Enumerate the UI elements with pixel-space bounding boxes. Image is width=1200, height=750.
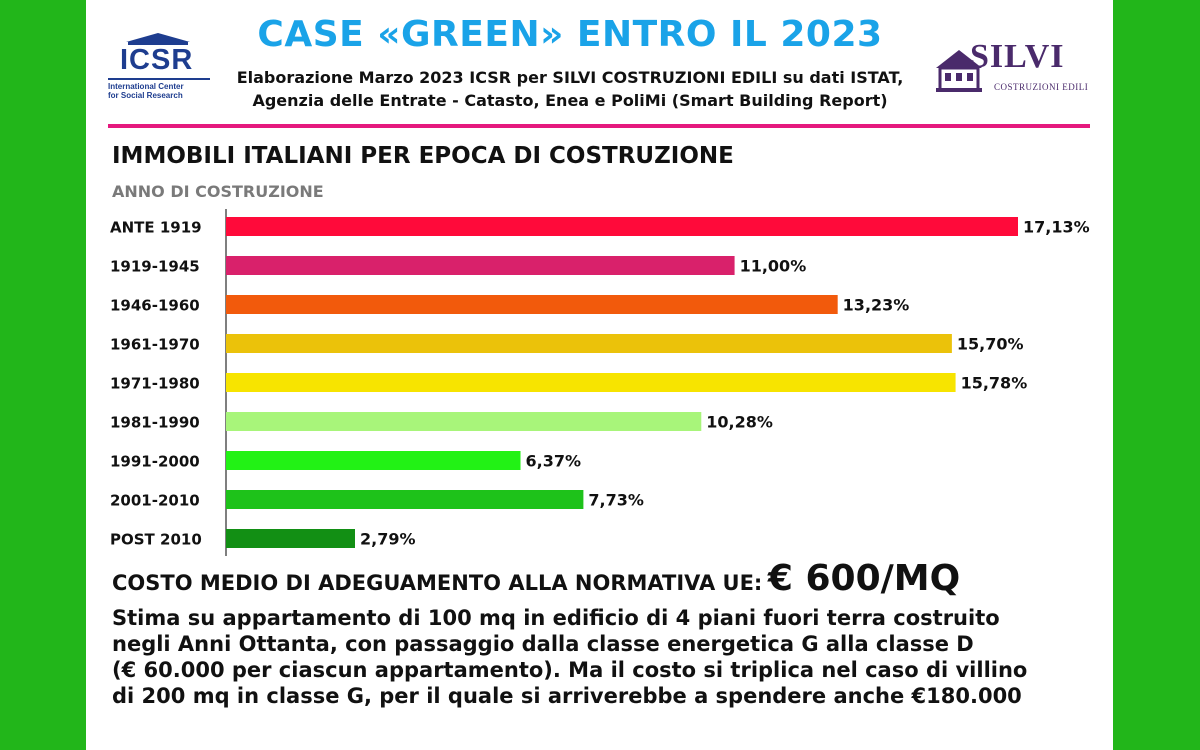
bar (226, 529, 355, 548)
category-label: 1919-1945 (110, 258, 200, 276)
bar (226, 490, 584, 509)
category-label: POST 2010 (110, 531, 202, 549)
icsr-logo-caption: International Center for Social Research (108, 82, 212, 100)
value-label: 11,00% (740, 257, 807, 276)
header-divider (108, 124, 1090, 128)
value-label: 6,37% (526, 452, 582, 471)
house-icon (936, 50, 982, 92)
category-label: 1971-1980 (110, 375, 200, 393)
subtitle-line-1: Elaborazione Marzo 2023 ICSR per SILVI C… (236, 68, 904, 87)
category-label: 1946-1960 (110, 297, 200, 315)
value-label: 10,28% (706, 413, 773, 432)
silvi-logo: SILVI COSTRUZIONI EDILI (930, 32, 1100, 104)
subtitle-line-2: Agenzia delle Entrate - Catasto, Enea e … (252, 91, 888, 110)
value-label: 17,13% (1023, 218, 1090, 237)
value-label: 13,23% (843, 296, 910, 315)
bar (226, 334, 952, 353)
value-label: 15,78% (961, 374, 1028, 393)
value-label: 7,73% (588, 491, 644, 510)
icsr-logo-rule (108, 78, 210, 80)
value-label: 15,70% (957, 335, 1024, 354)
category-label: 1961-1970 (110, 336, 200, 354)
bar (226, 217, 1018, 236)
page-title: CASE «GREEN» ENTRO IL 2023 (257, 14, 883, 55)
category-label: 2001-2010 (110, 492, 200, 510)
y-axis-title: ANNO DI COSTRUZIONE (112, 182, 324, 201)
icsr-caption-line1: International Center (108, 82, 184, 91)
bar (226, 412, 702, 431)
bar (226, 373, 956, 392)
bar (226, 295, 838, 314)
icsr-logo-mark: ICSR (120, 44, 194, 76)
chart-title: IMMOBILI ITALIANI PER EPOCA DI COSTRUZIO… (112, 143, 734, 169)
building-icon (126, 33, 190, 45)
cost-lead: COSTO MEDIO DI ADEGUAMENTO ALLA NORMATIV… (112, 571, 763, 595)
explanation-line-4: di 200 mq in classe G, per il quale si a… (112, 684, 1022, 708)
bar (226, 451, 521, 470)
category-label: 1981-1990 (110, 414, 200, 432)
silvi-logo-tagline: COSTRUZIONI EDILI (994, 82, 1089, 92)
bar (226, 256, 735, 275)
cost-value: € 600/MQ (767, 558, 961, 599)
icsr-caption-line2: for Social Research (108, 91, 183, 100)
explanation-line-3: (€ 60.000 per ciascun appartamento). Ma … (112, 658, 1028, 682)
cost-explanation: Stima su appartamento di 100 mq in edifi… (112, 605, 1102, 709)
category-label: 1991-2000 (110, 453, 200, 471)
value-label: 2,79% (360, 530, 416, 549)
explanation-line-1: Stima su appartamento di 100 mq in edifi… (112, 606, 1000, 630)
silvi-logo-mark: SILVI (970, 38, 1065, 75)
cost-line: COSTO MEDIO DI ADEGUAMENTO ALLA NORMATIV… (112, 558, 960, 599)
page-subtitle: Elaborazione Marzo 2023 ICSR per SILVI C… (150, 66, 990, 112)
explanation-line-2: negli Anni Ottanta, con passaggio dalla … (112, 632, 974, 656)
bar-chart: ANTE 1919 17,13% 1919-1945 11,00% 1946-1960 1… (110, 209, 1090, 556)
icsr-logo: ICSR International Center for Social Res… (108, 30, 210, 102)
category-label: ANTE 1919 (110, 219, 202, 237)
